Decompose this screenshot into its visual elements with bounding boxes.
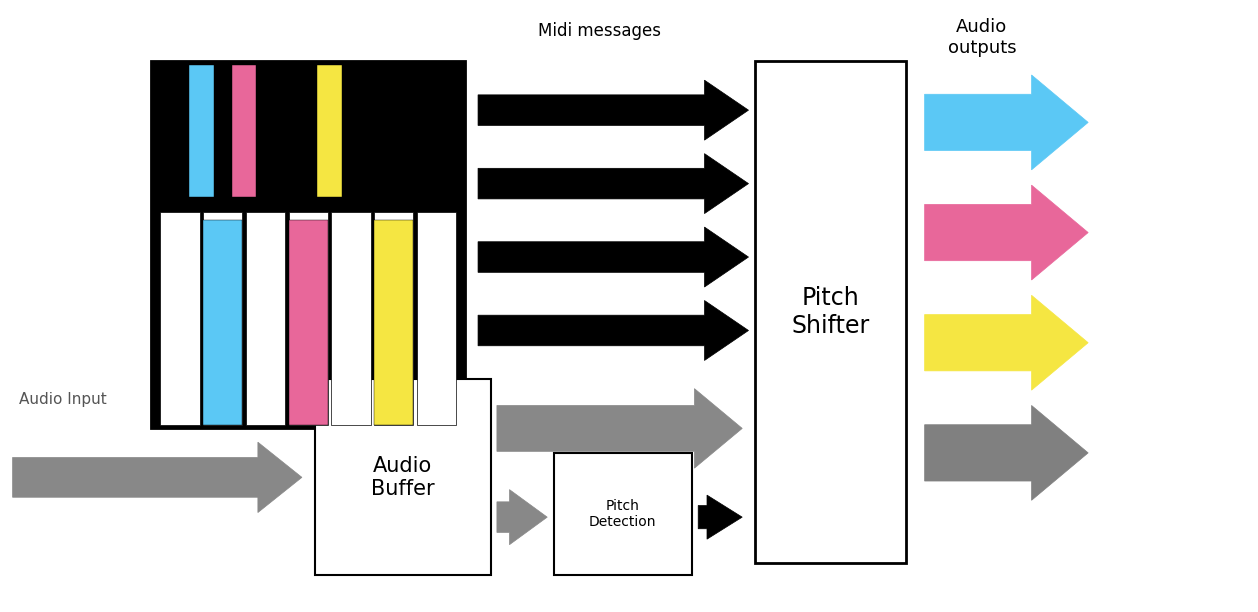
Bar xyxy=(160,212,200,425)
FancyBboxPatch shape xyxy=(314,379,491,575)
Bar xyxy=(374,220,414,425)
Text: Audio
outputs: Audio outputs xyxy=(947,18,1016,57)
Bar xyxy=(245,212,286,425)
Polygon shape xyxy=(13,442,302,513)
Text: Audio
Buffer: Audio Buffer xyxy=(371,456,434,499)
Bar xyxy=(231,65,257,197)
Polygon shape xyxy=(497,389,742,468)
Text: Pitch
Detection: Pitch Detection xyxy=(589,499,657,529)
Bar xyxy=(331,212,371,425)
Text: Pitch
Shifter: Pitch Shifter xyxy=(791,286,869,338)
FancyBboxPatch shape xyxy=(755,61,906,563)
Polygon shape xyxy=(925,185,1088,280)
Bar xyxy=(403,65,428,197)
Bar xyxy=(203,212,243,425)
FancyBboxPatch shape xyxy=(151,61,465,428)
Bar xyxy=(189,65,214,197)
Polygon shape xyxy=(925,296,1088,390)
Bar xyxy=(203,220,243,425)
Polygon shape xyxy=(478,300,749,360)
Bar xyxy=(374,212,414,425)
Bar xyxy=(317,65,342,197)
Polygon shape xyxy=(698,495,742,539)
Text: Midi messages: Midi messages xyxy=(538,21,662,40)
Polygon shape xyxy=(925,405,1088,501)
Bar xyxy=(416,212,457,425)
Polygon shape xyxy=(478,80,749,140)
FancyBboxPatch shape xyxy=(554,453,692,575)
Bar xyxy=(317,65,342,197)
Text: Audio Input: Audio Input xyxy=(19,392,107,407)
Bar xyxy=(231,65,257,197)
Polygon shape xyxy=(478,227,749,287)
Bar xyxy=(288,212,328,425)
Bar xyxy=(189,65,214,197)
Polygon shape xyxy=(478,154,749,214)
Bar xyxy=(360,65,385,197)
Polygon shape xyxy=(925,75,1088,170)
Bar xyxy=(288,220,328,425)
Polygon shape xyxy=(497,490,547,545)
